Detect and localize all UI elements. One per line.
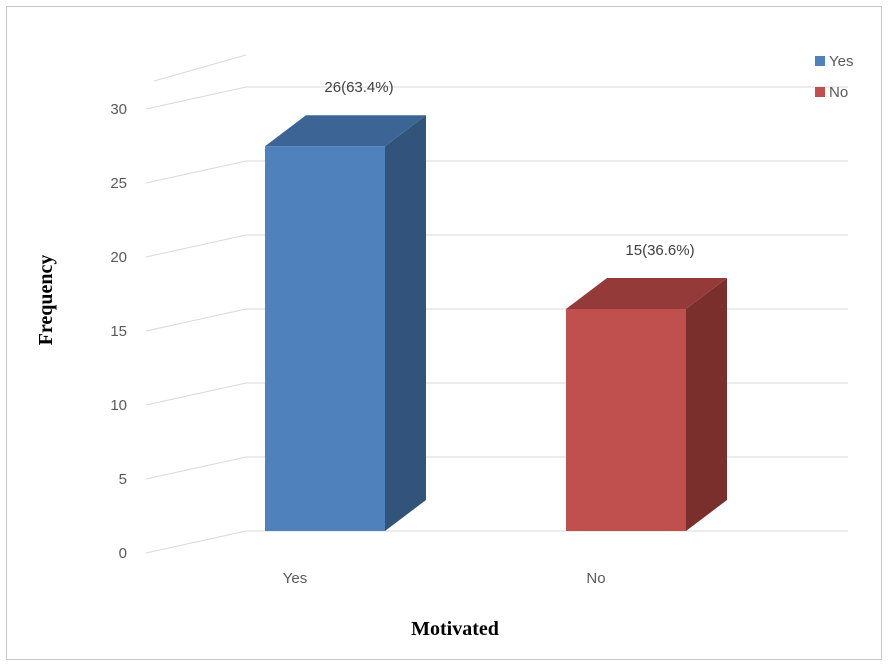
bar-side bbox=[686, 278, 727, 531]
y-tick-label: 20 bbox=[110, 249, 127, 266]
bar-top bbox=[566, 278, 727, 309]
gridline bbox=[145, 456, 848, 480]
y-tick-label: 25 bbox=[110, 175, 127, 192]
gridline bbox=[145, 382, 848, 406]
gridline bbox=[145, 234, 848, 258]
legend-swatch bbox=[815, 87, 825, 97]
bars bbox=[265, 115, 727, 531]
x-axis-title: Motivated bbox=[411, 618, 499, 640]
bar-top bbox=[265, 115, 426, 147]
x-tick-label: No bbox=[586, 570, 605, 587]
bar-yes bbox=[265, 115, 426, 531]
gridline bbox=[145, 160, 848, 184]
legend-entry: No bbox=[815, 84, 848, 101]
gridline bbox=[153, 54, 247, 82]
legend-swatch bbox=[815, 56, 825, 66]
legend: Yes No bbox=[815, 53, 853, 101]
y-tick-label: 30 bbox=[110, 101, 127, 118]
y-tick-label: 10 bbox=[110, 397, 127, 414]
x-axis-ticks: Yes No bbox=[283, 570, 606, 587]
bar-side bbox=[385, 115, 426, 531]
data-label: 15(36.6%) bbox=[625, 242, 694, 259]
y-axis-title: Frequency bbox=[35, 255, 57, 346]
data-label: 26(63.4%) bbox=[324, 79, 393, 96]
y-axis-ticks: 0 5 10 15 20 25 30 bbox=[110, 101, 127, 562]
gridline bbox=[145, 86, 848, 110]
gridline bbox=[145, 308, 848, 332]
legend-label: No bbox=[829, 84, 848, 101]
bar-front bbox=[265, 146, 385, 531]
gridlines bbox=[145, 54, 848, 554]
y-tick-label: 5 bbox=[119, 471, 127, 488]
bar-front bbox=[566, 309, 686, 531]
gridline bbox=[145, 530, 848, 554]
y-tick-label: 0 bbox=[119, 545, 127, 562]
x-tick-label: Yes bbox=[283, 570, 307, 587]
data-labels: 26(63.4%) 15(36.6%) bbox=[324, 79, 694, 259]
legend-label: Yes bbox=[829, 53, 853, 70]
chart-frame bbox=[6, 6, 882, 660]
bar-no bbox=[566, 278, 727, 531]
y-tick-label: 15 bbox=[110, 323, 127, 340]
legend-entry: Yes bbox=[815, 53, 853, 70]
